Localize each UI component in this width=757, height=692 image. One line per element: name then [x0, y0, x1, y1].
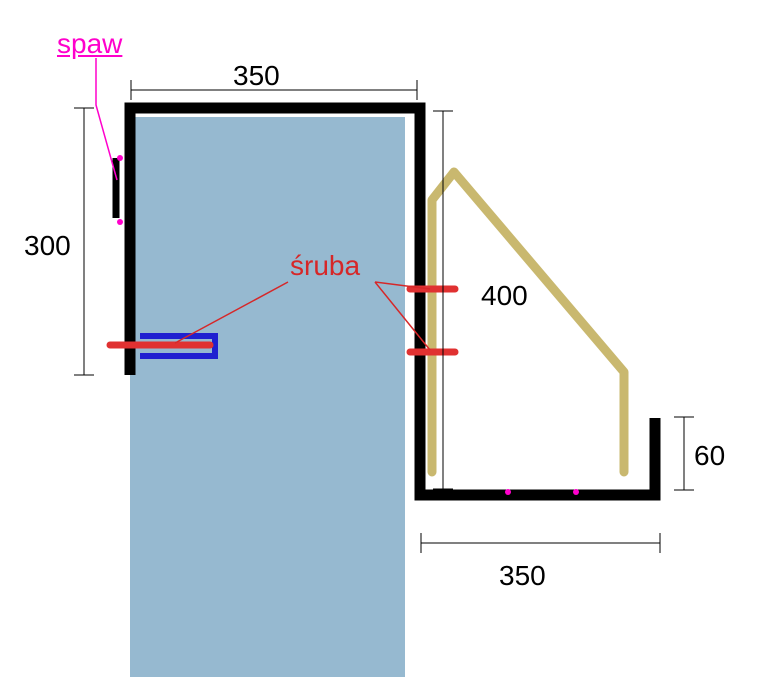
dim-label-top-350: 350 — [233, 60, 280, 92]
dim-label-left-300: 300 — [24, 230, 71, 262]
weld-dot — [573, 489, 579, 495]
dim-label-right-60: 60 — [694, 440, 725, 472]
weld-dot — [117, 219, 123, 225]
technical-drawing — [0, 0, 757, 692]
dim-right-60 — [674, 417, 694, 490]
tan-house — [432, 172, 624, 472]
dim-label-bottom-350: 350 — [499, 560, 546, 592]
label-sruba: śruba — [290, 250, 360, 282]
dim-bottom-350 — [421, 533, 660, 553]
dim-left-300 — [74, 108, 94, 375]
blue-panel — [130, 117, 405, 677]
weld-dot — [505, 489, 511, 495]
dim-label-right-400: 400 — [481, 280, 528, 312]
weld-dot — [117, 155, 123, 161]
label-spaw: spaw — [57, 28, 122, 60]
